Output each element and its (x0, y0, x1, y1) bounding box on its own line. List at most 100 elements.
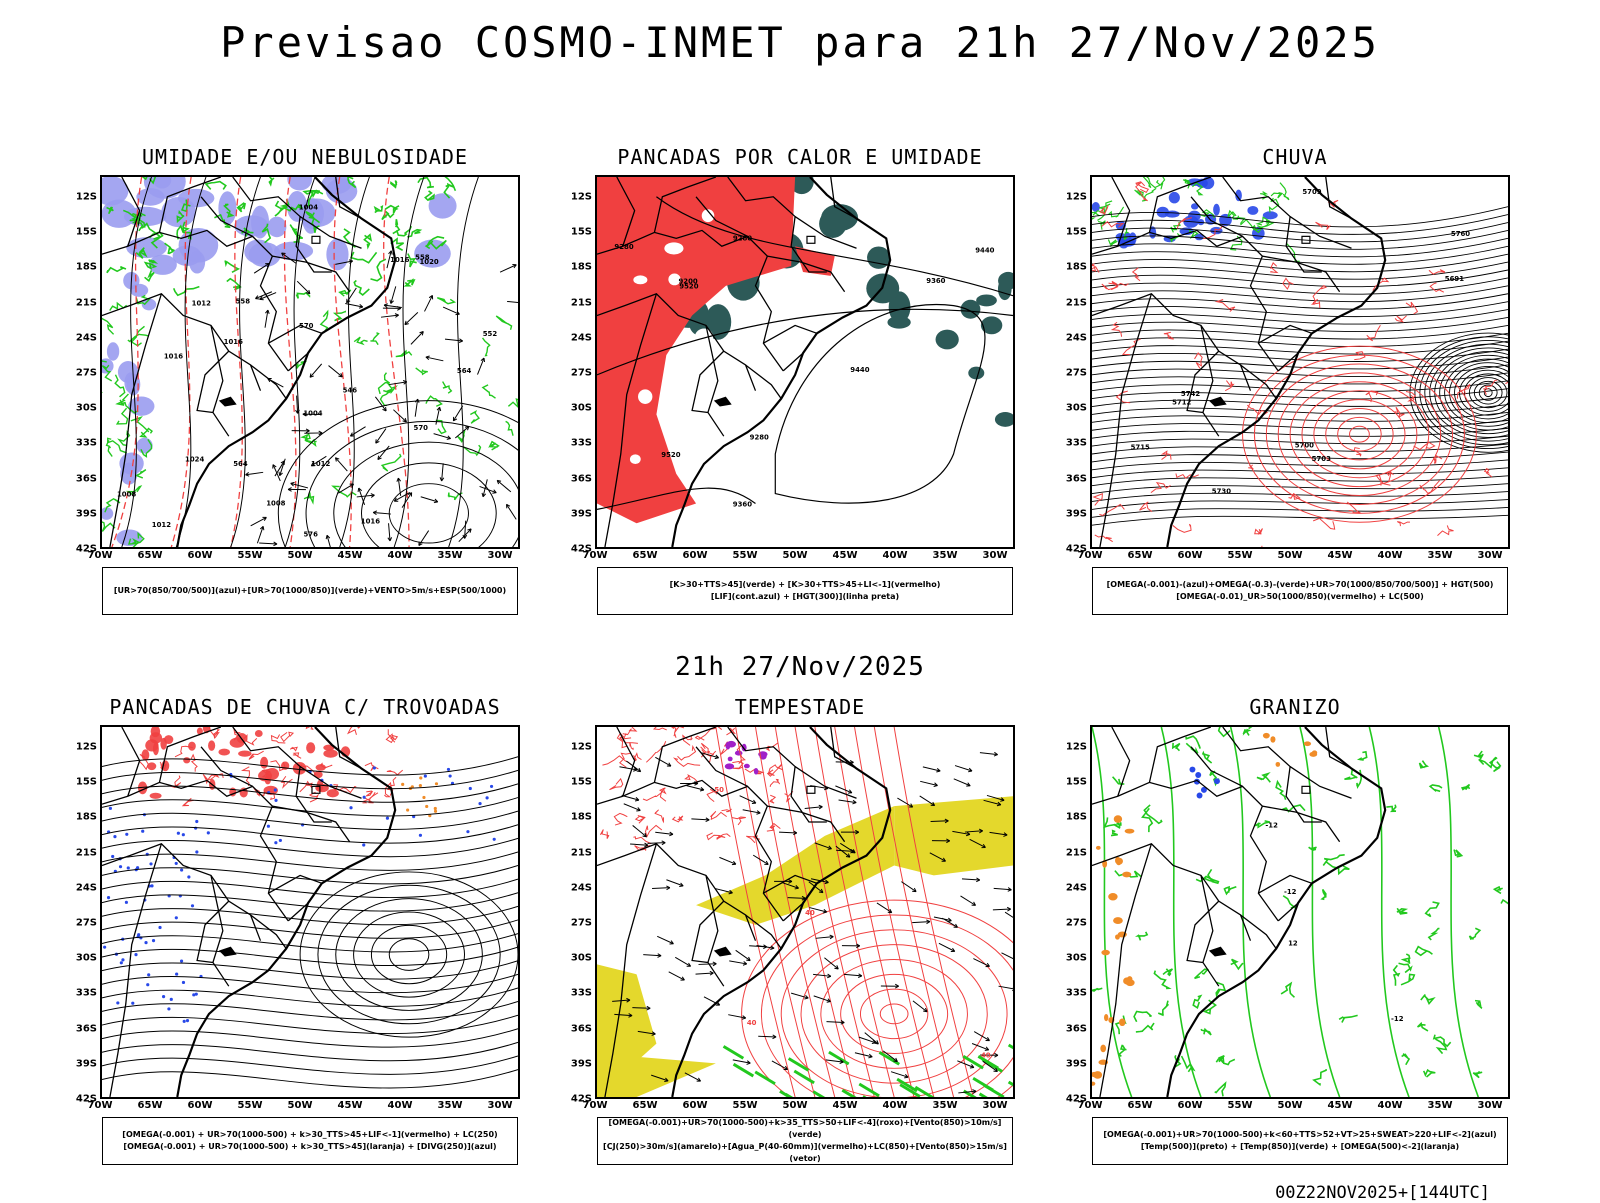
wind-vector (652, 888, 670, 889)
contour-label: 9360 (733, 500, 752, 508)
latitude-tick-label: 24S (1066, 332, 1087, 343)
latitude-tick-label: 21S (76, 297, 97, 308)
humidity-green-contour (364, 235, 371, 247)
latitude-tick-label: 21S (1066, 297, 1087, 308)
longitude-tick-label: 35W (1428, 1100, 1453, 1111)
k-tts-green-area (968, 367, 984, 380)
wind-850-green-band (1009, 1045, 1013, 1057)
longitude-tick-label: 35W (933, 550, 958, 561)
latitude-tick-label: 36S (76, 473, 97, 484)
divergence-blue-dot (141, 830, 144, 833)
omega-orange-area (1122, 872, 1131, 878)
omega-orange-area (1276, 762, 1281, 767)
pressure-isobar (278, 401, 518, 547)
temp-850-green-contour (1339, 1015, 1358, 1022)
water-red-contour (630, 742, 633, 749)
wind-850-green-band (984, 1085, 1004, 1097)
divergence-blue-dot (149, 862, 152, 865)
wind-vector (480, 486, 497, 492)
divergence-blue-dot (195, 820, 198, 823)
thunder-red-area (145, 739, 158, 751)
temp-850-green-contour (1224, 887, 1236, 894)
longitude-tick-label: 35W (438, 1100, 463, 1111)
forecast-map (100, 725, 520, 1099)
water-red-contour (710, 811, 726, 819)
contour-label: -12 (1284, 888, 1297, 896)
temp-850-green-contour (1399, 963, 1412, 972)
latitude-tick-label: 21S (571, 847, 592, 858)
omega-orange-area (1108, 893, 1117, 900)
temp-850-green-contour (1416, 947, 1433, 956)
longitude-tick-label: 65W (1128, 550, 1153, 561)
wind-vector (657, 936, 673, 943)
wind-vector (719, 857, 735, 864)
divergence-blue-dot (447, 768, 450, 771)
contour-label: 9440 (850, 366, 869, 374)
clear-gap (688, 411, 705, 419)
latitude-tick-label: 18S (571, 812, 592, 823)
longitude-tick-label: 70W (88, 1100, 113, 1111)
contour-label: 9440 (975, 246, 994, 254)
latitude-tick-label: 27S (571, 368, 592, 379)
divergence-blue-dot (493, 838, 496, 841)
wind-vector (865, 1033, 879, 1044)
wind-vector (685, 1073, 701, 1081)
border-line (251, 365, 287, 399)
temp-850-green-contour (1420, 761, 1428, 768)
omega-orange-area (1270, 736, 1275, 742)
latitude-tick-label: 27S (1066, 918, 1087, 929)
temp-850-green-contour (1490, 758, 1500, 772)
wind-vector (669, 972, 685, 980)
humidity-blue-area (136, 188, 164, 206)
legend-line: [OMEGA(-0.001)+UR>70(1000-500)+k>35_TTS>… (598, 1117, 1012, 1141)
omega-orange-area (1263, 733, 1270, 739)
wind-vector (477, 358, 484, 375)
pressure-isobar (449, 177, 479, 547)
longitude-tick-label: 70W (583, 550, 608, 561)
humidity-blue-area (137, 438, 153, 454)
storm-purple-area (735, 751, 743, 756)
temp-850-green-contour (1136, 1023, 1154, 1032)
omega-orange-area (1114, 815, 1122, 823)
hail-blue-area (1189, 767, 1195, 773)
divergence-blue-dot (180, 868, 183, 871)
thunder-red-contour (388, 729, 397, 739)
legend-line: [OMEGA(-0.001) + UR>70(1000-500) + k>30_… (103, 1129, 517, 1141)
lifted-850-contour (855, 727, 934, 1097)
clear-gap (630, 454, 641, 464)
jet-yellow-area (894, 796, 1013, 875)
instability-orange-dot (435, 782, 438, 785)
legend-line: [LIF](cont.azul) + [HGT(300)](linha pret… (598, 591, 1012, 603)
omega-red-contour (1262, 546, 1272, 547)
temp-850-green-contour (1475, 1001, 1482, 1009)
divergence-blue-dot (162, 995, 165, 998)
wind-vector (913, 1001, 927, 1012)
latitude-tick-label: 36S (1066, 473, 1087, 484)
temp-850-green-contour (1195, 969, 1208, 978)
latitude-tick-label: 30S (76, 953, 97, 964)
temp-850-green-contour (1257, 774, 1270, 783)
longitude-tick-label: 30W (983, 550, 1008, 561)
pressure-isobar (362, 463, 497, 547)
storm-purple-area (754, 768, 758, 775)
omega-red-contour (1092, 264, 1099, 273)
temp-850-green-contour (1501, 900, 1508, 909)
omega-orange-area (1092, 1082, 1095, 1086)
latitude-tick-label: 18S (1066, 262, 1087, 273)
omega-red-contour (1313, 286, 1326, 303)
contour-label: 12 (1288, 939, 1298, 947)
humidity-green-contour (145, 270, 155, 281)
humidity-blue-area (130, 284, 148, 297)
longitude-tick-label: 45W (338, 550, 363, 561)
divergence-blue-dot (186, 1019, 189, 1022)
humidity-green-contour (225, 260, 238, 272)
wind-vector (772, 1061, 788, 1070)
contour-label: 9360 (926, 277, 945, 285)
water-red-contour (675, 758, 701, 766)
legend-line: [Temp(500)](preto) + [Temp(850)](verde) … (1093, 1141, 1507, 1153)
humidity-green-contour (490, 442, 499, 450)
